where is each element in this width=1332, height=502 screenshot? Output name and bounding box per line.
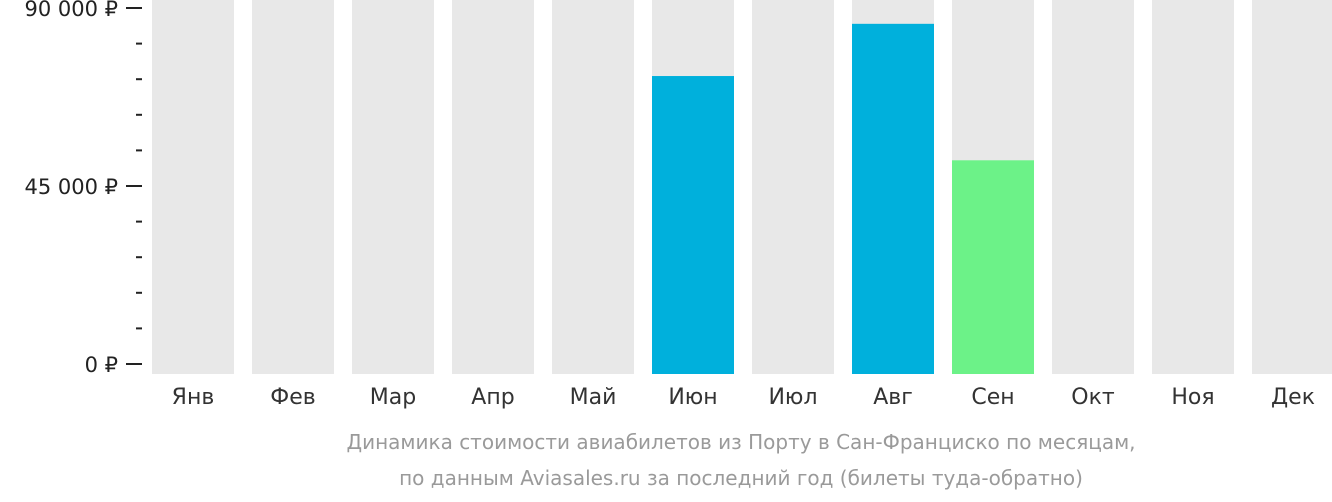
- bar-background-month-10: [1052, 0, 1134, 374]
- x-tick-label-month-3: Мар: [370, 385, 416, 410]
- bar-background-month-5: [552, 0, 634, 374]
- x-tick-label-month-10: Окт: [1071, 385, 1115, 410]
- x-tick-label-month-4: Апр: [471, 385, 514, 410]
- price-chart: 0 ₽ 45 000 ₽ 90 000 ₽ Янв Фев Мар Апр Май Июн Ию…: [24, 0, 1332, 410]
- x-tick-label-month-11: Ноя: [1171, 385, 1214, 410]
- bar-background-month-7: [752, 0, 834, 374]
- bar-background-month-3: [352, 0, 434, 374]
- y-tick-label: 90 000 ₽: [24, 0, 118, 21]
- x-tick-label-month-12: Дек: [1271, 385, 1315, 410]
- x-tick-label-month-9: Сен: [971, 385, 1014, 410]
- bar-background-month-12: [1252, 0, 1332, 374]
- bar-background-month-4: [452, 0, 534, 374]
- bar-month-6[interactable]: [652, 76, 734, 374]
- x-tick-label-month-2: Фев: [270, 385, 315, 410]
- x-tick-label-month-7: Июл: [768, 385, 817, 410]
- chart-caption-line-1: Динамика стоимости авиабилетов из Порту …: [346, 430, 1136, 454]
- x-tick-label-month-1: Янв: [172, 385, 215, 410]
- y-axis: 0 ₽ 45 000 ₽ 90 000 ₽: [24, 0, 142, 377]
- chart-caption-line-2: по данным Aviasales.ru за последний год …: [399, 466, 1083, 490]
- bar-background-month-1: [152, 0, 234, 374]
- x-tick-label-month-5: Май: [570, 385, 617, 410]
- x-tick-label-month-6: Июн: [668, 385, 717, 410]
- bar-background-month-2: [252, 0, 334, 374]
- background-bars: [152, 0, 1332, 374]
- value-bars: [652, 23, 1034, 374]
- y-tick-label: 45 000 ₽: [24, 175, 118, 199]
- x-axis: Янв Фев Мар Апр Май Июн Июл Авг Сен Окт Ноя Дек: [172, 385, 1315, 410]
- bar-month-9[interactable]: [952, 160, 1034, 374]
- bar-background-month-11: [1152, 0, 1234, 374]
- y-tick-label: 0 ₽: [85, 353, 118, 377]
- bar-month-8[interactable]: [852, 23, 934, 374]
- x-tick-label-month-8: Авг: [873, 385, 913, 410]
